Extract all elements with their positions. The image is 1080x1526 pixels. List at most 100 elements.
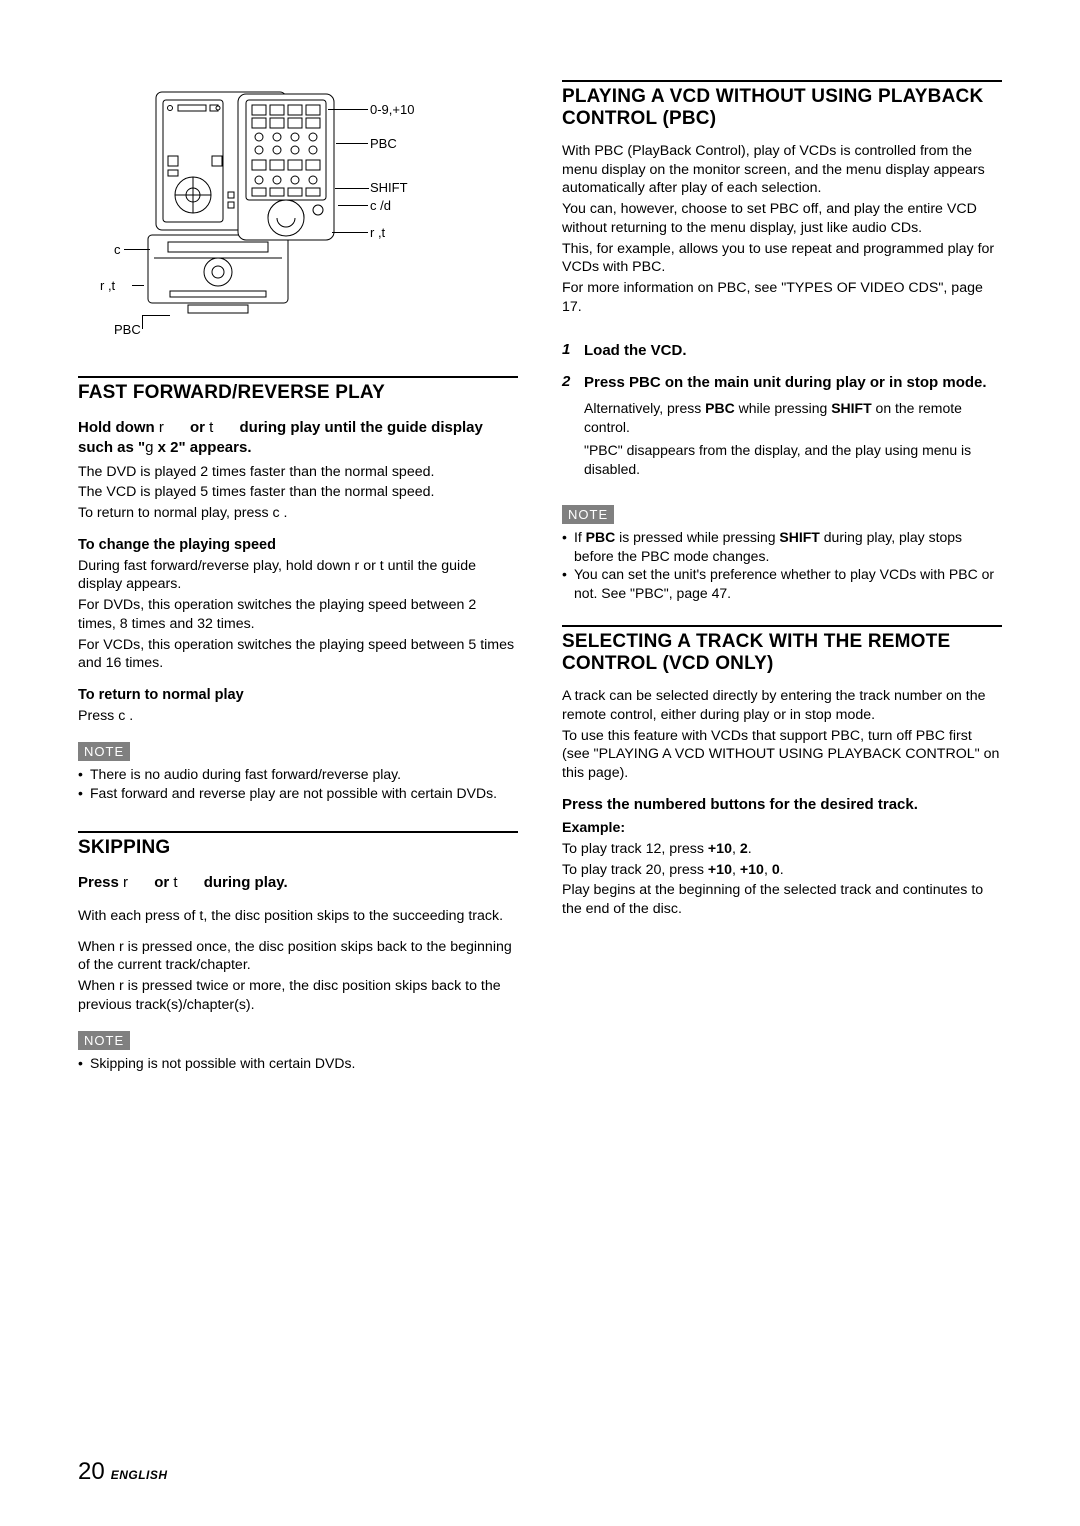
body-text: With PBC (PlayBack Control), play of VCD… [562, 142, 1002, 198]
step-number: 2 [562, 373, 576, 393]
body-text: To return to normal play, press c . [78, 504, 518, 523]
body-text: To use this feature with VCDs that suppo… [562, 727, 1002, 783]
note-item: Fast forward and reverse play are not po… [78, 784, 518, 803]
diagram-callout: c /d [370, 198, 391, 213]
text: is pressed once, the disc position skips… [78, 939, 512, 974]
body-text: When r is pressed twice or more, the dis… [78, 977, 518, 1014]
diagram-callout: r ,t [100, 278, 115, 293]
text-bold: +10 [708, 862, 732, 878]
text-bold: 2 [740, 841, 748, 857]
step-number: 1 [562, 341, 576, 361]
text: . [780, 862, 784, 878]
text-bold: +10 [740, 862, 764, 878]
diagram-leader-line [338, 205, 368, 206]
diagram-leader-line [142, 315, 143, 329]
step-1: 1 Load the VCD. [562, 341, 1002, 361]
text-bold: SHIFT [831, 400, 871, 416]
text-bold: +10 [708, 841, 732, 857]
note-item: If PBC is pressed while pressing SHIFT d… [562, 528, 1002, 566]
product-diagram: 0-9,+10PBCSHIFTc /dr ,tcr ,tPBC [78, 80, 518, 340]
diagram-callout: SHIFT [370, 180, 408, 195]
example-label: Example: [562, 819, 1002, 838]
text: , [732, 841, 740, 857]
text: Hold down [78, 419, 159, 436]
body-text: The VCD is played 5 times faster than th… [78, 483, 518, 502]
section-title-fast: FAST FORWARD/REVERSE PLAY [78, 382, 518, 404]
text: while pressing [735, 400, 832, 416]
text: , [764, 862, 772, 878]
text: or t [359, 558, 383, 574]
body-text: With each press of t, the disc position … [78, 907, 518, 926]
text: When r [78, 939, 124, 955]
note-list: If PBC is pressed while pressing SHIFT d… [562, 528, 1002, 604]
note-item: You can set the unit's preference whethe… [562, 565, 1002, 603]
diagram-callout: c [114, 242, 121, 257]
note-label: NOTE [78, 1031, 130, 1050]
skip-instruction: Press r or t during play. [78, 873, 518, 893]
text: , [732, 862, 740, 878]
text: With each press of t [78, 908, 203, 924]
section-rule [78, 831, 518, 833]
text: To play track 12, press [562, 841, 708, 857]
sym: t [173, 874, 177, 891]
diagram-callout: PBC [370, 136, 397, 151]
text: x 2" appears. [154, 439, 252, 456]
diagram-leader-line [142, 315, 170, 316]
note-list: Skipping is not possible with certain DV… [78, 1054, 518, 1073]
step-text: Load the VCD. [584, 341, 687, 361]
right-column: PLAYING A VCD WITHOUT USING PLAYBACK CON… [562, 80, 1002, 1438]
subheading: To return to normal play [78, 687, 518, 703]
body-text: You can, however, choose to set PBC off,… [562, 200, 1002, 237]
page-language: ENGLISH [111, 1468, 168, 1482]
text: Alternatively, press [584, 400, 705, 416]
diagram-leader-line [328, 109, 368, 110]
diagram-callout: r ,t [370, 225, 385, 240]
step-2: 2 Press PBC on the main unit during play… [562, 373, 1002, 393]
note-item: Skipping is not possible with certain DV… [90, 1055, 355, 1071]
step-body: "PBC" disappears from the display, and t… [584, 441, 1002, 479]
body-text: For more information on PBC, see "TYPES … [562, 279, 1002, 316]
text: When r [78, 978, 124, 994]
section-title-select: SELECTING A TRACK WITH THE REMOTE CONTRO… [562, 631, 1002, 675]
page: 0-9,+10PBCSHIFTc /dr ,tcr ,tPBC FAST FOR… [0, 0, 1080, 1526]
sym: r [159, 419, 164, 436]
step-text: Press PBC on the main unit during play o… [584, 373, 987, 393]
text: . [748, 841, 752, 857]
diagram-leader-line [132, 285, 144, 286]
text: is pressed while pressing [615, 529, 779, 545]
text: , the disc position skips to the succeed… [203, 908, 503, 924]
body-text: This, for example, allows you to use rep… [562, 240, 1002, 277]
text: During fast forward/reverse play, hold d… [78, 558, 359, 574]
body-text: When r is pressed once, the disc positio… [78, 938, 518, 975]
body-text: During fast forward/reverse play, hold d… [78, 557, 518, 594]
step-body: Alternatively, press PBC while pressing … [584, 399, 1002, 437]
text: If [574, 529, 586, 545]
note-label: NOTE [78, 742, 130, 761]
text: during play. [200, 874, 288, 891]
text-bold: PBC [705, 400, 735, 416]
body-text: For VCDs, this operation switches the pl… [78, 636, 518, 673]
section-title-skipping: SKIPPING [78, 837, 518, 859]
section-rule [562, 625, 1002, 627]
diagram-leader-line [336, 143, 368, 144]
page-footer: 20 ENGLISH [78, 1438, 1002, 1486]
text: or [186, 419, 209, 436]
fast-instruction: Hold down r or t during play until the g… [78, 418, 518, 459]
sym: r [123, 874, 128, 891]
text-bold: SHIFT [779, 529, 819, 545]
example-line: To play track 20, press +10, +10, 0. [562, 861, 1002, 880]
text: or [150, 874, 173, 891]
note-list: There is no audio during fast forward/re… [78, 765, 518, 803]
section-rule [562, 80, 1002, 82]
text-bold: 0 [772, 862, 780, 878]
section-rule [78, 376, 518, 378]
body-text: A track can be selected directly by ente… [562, 687, 1002, 724]
subheading: To change the playing speed [78, 537, 518, 553]
text: Press [78, 874, 123, 891]
sym: g [145, 439, 153, 456]
body-text: For DVDs, this operation switches the pl… [78, 596, 518, 633]
example-line: To play track 12, press +10, 2. [562, 840, 1002, 859]
note-label: NOTE [562, 505, 614, 524]
columns: 0-9,+10PBCSHIFTc /dr ,tcr ,tPBC FAST FOR… [78, 80, 1002, 1438]
page-number: 20 [78, 1458, 105, 1486]
